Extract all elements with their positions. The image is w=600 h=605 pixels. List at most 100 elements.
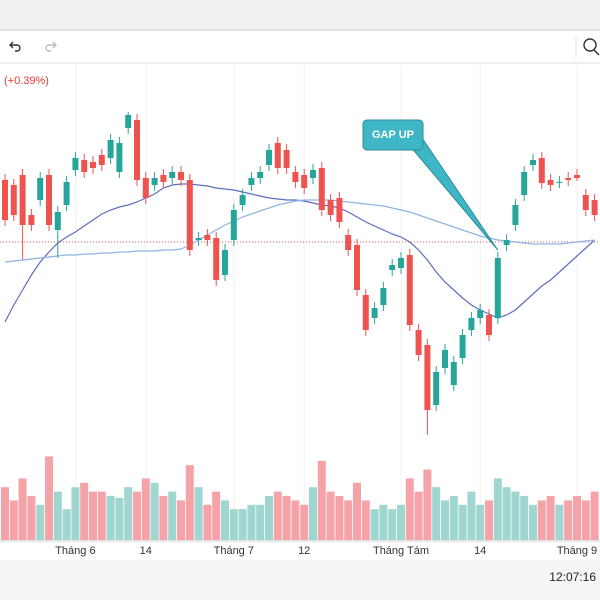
x-tick-label: 14 — [140, 545, 152, 557]
volume-bar — [97, 491, 106, 540]
volume-bar — [449, 496, 458, 540]
volume-bar — [300, 504, 309, 540]
candle-body — [195, 238, 202, 240]
candle-body — [538, 158, 545, 183]
volume-bar — [335, 496, 344, 540]
volume-bar — [529, 504, 537, 540]
volume-bar — [150, 482, 159, 540]
volume-bar — [581, 500, 590, 540]
volume-bar — [62, 509, 71, 540]
candle-body — [37, 178, 44, 200]
undo-button[interactable] — [9, 41, 21, 52]
volume-bar — [221, 500, 229, 540]
volume-bar — [256, 504, 265, 540]
candle-body — [2, 180, 8, 220]
zoom-button[interactable] — [583, 38, 597, 52]
volume-bar — [326, 491, 335, 540]
candle-body — [380, 288, 387, 305]
candle-body — [486, 315, 492, 335]
volume-bar — [485, 500, 493, 540]
candle-body — [530, 160, 536, 165]
volume-bar — [502, 487, 511, 540]
candle-body — [266, 150, 272, 165]
x-tick-label: Tháng 9 — [557, 545, 597, 557]
candle-body — [582, 195, 589, 210]
volume-bar — [185, 465, 194, 540]
volume-bar — [282, 496, 291, 540]
candle-body — [28, 215, 35, 225]
change-text: (+0.39%) — [4, 75, 49, 87]
candle-body — [98, 155, 105, 165]
candle-body — [257, 172, 264, 178]
volume-bar — [555, 504, 564, 540]
volume-bar — [476, 504, 485, 540]
candle-body — [415, 330, 422, 355]
volume-bar — [467, 491, 476, 540]
candle-body — [292, 172, 299, 182]
volume-bar — [432, 487, 441, 540]
volume-bar — [344, 500, 353, 540]
candle-body — [371, 308, 378, 318]
volume-bar — [194, 487, 203, 540]
volume-bar — [124, 487, 133, 540]
candle-body — [433, 372, 440, 405]
redo-button[interactable] — [45, 41, 57, 52]
candle-body — [248, 178, 255, 185]
candle-body — [107, 140, 114, 158]
candle-body — [90, 162, 96, 168]
candle-body — [318, 168, 325, 210]
moving-average-line — [4, 199, 595, 263]
volume-bar — [53, 491, 62, 540]
volume-bar — [573, 496, 581, 540]
volume-bar — [212, 491, 221, 540]
volume-bar — [71, 487, 80, 540]
candle-body — [424, 345, 431, 410]
volume-bar — [493, 478, 502, 540]
volume-bar — [177, 500, 185, 540]
candle-body — [151, 178, 158, 185]
volume-bar — [379, 504, 388, 540]
moving-average-line — [4, 183, 596, 323]
volume-bar — [27, 496, 36, 540]
volume-bar — [238, 509, 247, 540]
volume-bar — [80, 482, 89, 540]
volume-bar — [18, 478, 27, 540]
x-tick-label: 14 — [474, 545, 486, 557]
volume-bar — [370, 509, 379, 540]
volume-bar — [546, 496, 555, 540]
candle-body — [54, 212, 61, 230]
candle-body — [512, 205, 519, 225]
candle-body — [591, 200, 598, 215]
volume-bar — [361, 500, 370, 540]
volume-bar — [317, 460, 326, 540]
candle-body — [565, 178, 572, 180]
volume-bar — [291, 500, 300, 540]
candle-body — [213, 238, 220, 280]
volume-bar — [564, 500, 573, 540]
volume-bar — [537, 500, 546, 540]
volume-bar — [265, 496, 273, 540]
volume-bar — [353, 482, 361, 540]
x-tick-label: Tháng 6 — [55, 545, 95, 557]
candle-body — [345, 235, 352, 250]
toolbar — [0, 31, 600, 63]
candle-body — [134, 120, 140, 180]
candle-body — [547, 180, 554, 185]
candle-body — [125, 115, 132, 128]
candle-body — [354, 245, 360, 290]
volume-bar — [203, 504, 212, 540]
volume-bar — [36, 504, 45, 540]
volume-bar — [441, 500, 449, 540]
x-tick-label: Tháng Tám — [373, 545, 429, 557]
candle-body — [477, 310, 484, 318]
candle-body — [81, 160, 88, 172]
volume-bar — [520, 496, 529, 540]
volume-bar — [511, 491, 520, 540]
candle-body — [389, 265, 396, 270]
candle-body — [72, 158, 79, 170]
volume-bar — [141, 478, 150, 540]
candle-body — [204, 235, 211, 240]
candle-body — [46, 175, 52, 225]
volume-bar — [159, 496, 168, 540]
